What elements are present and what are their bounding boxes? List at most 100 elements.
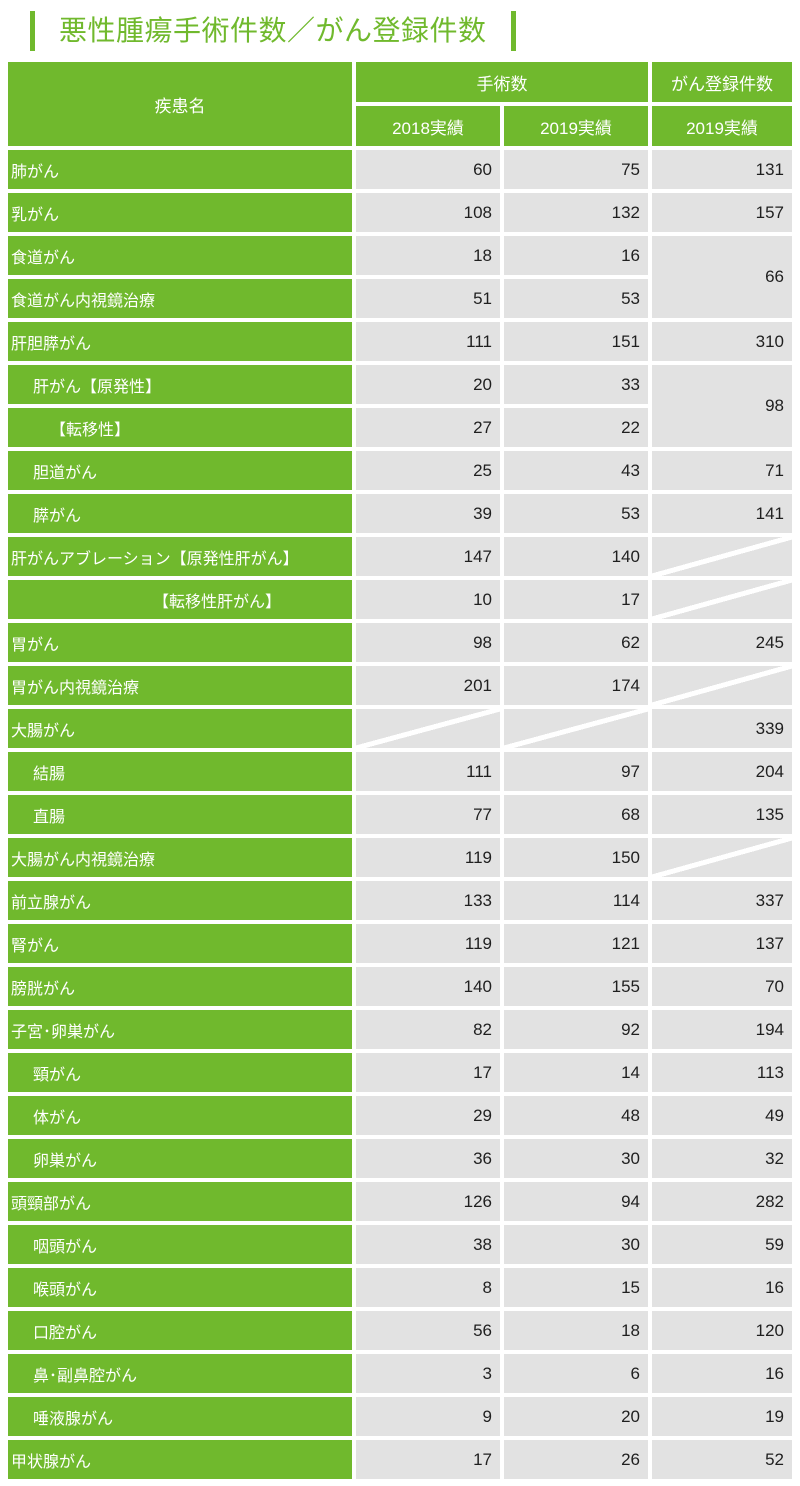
surgery-2018-cell: 36 [356, 1139, 500, 1178]
surgery-2018-cell: 17 [356, 1440, 500, 1479]
surgery-2019-cell: 22 [504, 408, 648, 447]
disease-name-cell: 【転移性】 [8, 408, 352, 447]
registration-2019-cell: 19 [652, 1397, 792, 1436]
col-header-surgery-2018: 2018実績 [356, 106, 500, 146]
table-row: 子宮･卵巣がん 82 92 194 [8, 1010, 792, 1049]
registration-2019-cell: 113 [652, 1053, 792, 1092]
surgery-2019-cell: 114 [504, 881, 648, 920]
page-title-block: 悪性腫瘍手術件数／がん登録件数 [30, 9, 800, 53]
disease-name-cell: 咽頭がん [8, 1225, 352, 1264]
surgery-2018-cell: 3 [356, 1354, 500, 1393]
surgery-2019-cell: 20 [504, 1397, 648, 1436]
surgery-2019-cell: 68 [504, 795, 648, 834]
header-row-groups: 疾患名 手術数 がん登録件数 [8, 62, 792, 146]
surgery-2018-cell: 39 [356, 494, 500, 533]
col-header-registration-group: がん登録件数 [652, 62, 792, 102]
table-row: 乳がん 108 132 157 [8, 193, 792, 232]
disease-name-cell: 口腔がん [8, 1311, 352, 1350]
surgery-2018-cell: 27 [356, 408, 500, 447]
disease-name-cell: 腎がん [8, 924, 352, 963]
surgery-2019-cell: 43 [504, 451, 648, 490]
registration-2019-cell: 70 [652, 967, 792, 1006]
table-row: 肝胆膵がん 111 151 310 [8, 322, 792, 361]
disease-name-cell: 鼻･副鼻腔がん [8, 1354, 352, 1393]
disease-name-cell: 食道がん内視鏡治療 [8, 279, 352, 318]
surgery-2018-cell: 126 [356, 1182, 500, 1221]
surgery-2019-cell: 53 [504, 279, 648, 318]
surgery-2018-cell: 77 [356, 795, 500, 834]
registration-2019-cell: 131 [652, 150, 792, 189]
surgery-2019-cell: 26 [504, 1440, 648, 1479]
surgery-2019-cell: 48 [504, 1096, 648, 1135]
no-data-slash-cell [652, 838, 792, 877]
disease-name-cell: 喉頭がん [8, 1268, 352, 1307]
table-row: 腎がん 119 121 137 [8, 924, 792, 963]
no-data-slash-cell [652, 666, 792, 705]
table-row: 食道がん 18 16 66 [8, 236, 792, 318]
surgery-2019-cell: 15 [504, 1268, 648, 1307]
no-data-slash-cell [652, 537, 792, 576]
surgery-2018-cell: 111 [356, 752, 500, 791]
surgery-2018-cell: 38 [356, 1225, 500, 1264]
disease-name-cell: 大腸がん内視鏡治療 [8, 838, 352, 877]
surgery-2018-cell: 133 [356, 881, 500, 920]
col-header-surgery-group: 手術数 [356, 62, 648, 102]
surgery-2019-cell: 174 [504, 666, 648, 705]
disease-name-cell: 胃がん内視鏡治療 [8, 666, 352, 705]
table-row: 【転移性】 27 22 [8, 408, 792, 447]
table-row: 卵巣がん 36 30 32 [8, 1139, 792, 1178]
registration-2019-cell: 137 [652, 924, 792, 963]
disease-name-cell: 結腸 [8, 752, 352, 791]
surgery-2018-cell: 111 [356, 322, 500, 361]
col-header-disease: 疾患名 [8, 62, 352, 146]
registration-2019-cell: 98 [652, 365, 792, 447]
surgery-2019-cell: 140 [504, 537, 648, 576]
surgery-2019-cell: 6 [504, 1354, 648, 1393]
registration-2019-cell: 157 [652, 193, 792, 232]
disease-name-cell: 肝胆膵がん [8, 322, 352, 361]
table-row: 胆道がん 25 43 71 [8, 451, 792, 490]
registration-2019-cell: 194 [652, 1010, 792, 1049]
surgery-registration-table: 疾患名 手術数 がん登録件数 2018実績 2019実績 2019実績 肺がん 6… [4, 58, 796, 1483]
page-title: 悪性腫瘍手術件数／がん登録件数 [59, 14, 487, 46]
registration-2019-cell: 135 [652, 795, 792, 834]
surgery-2019-cell: 17 [504, 580, 648, 619]
table-row: 肺がん 60 75 131 [8, 150, 792, 189]
disease-name-cell: 膵がん [8, 494, 352, 533]
table-row: 胃がん内視鏡治療 201 174 [8, 666, 792, 705]
disease-name-cell: 頭頸部がん [8, 1182, 352, 1221]
no-data-slash-cell [652, 580, 792, 619]
surgery-2019-cell: 150 [504, 838, 648, 877]
surgery-2018-cell: 17 [356, 1053, 500, 1092]
disease-name-cell: 甲状腺がん [8, 1440, 352, 1479]
surgery-2019-cell: 16 [504, 236, 648, 275]
table-row: 大腸がん内視鏡治療 119 150 [8, 838, 792, 877]
surgery-2019-cell: 53 [504, 494, 648, 533]
surgery-2019-cell: 30 [504, 1225, 648, 1264]
table-row: 唾液腺がん 9 20 19 [8, 1397, 792, 1436]
surgery-2018-cell: 119 [356, 924, 500, 963]
surgery-2018-cell: 51 [356, 279, 500, 318]
disease-name-cell: 食道がん [8, 236, 352, 275]
surgery-2019-cell: 75 [504, 150, 648, 189]
disease-name-cell: 【転移性肝がん】 [8, 580, 352, 619]
surgery-2018-cell: 10 [356, 580, 500, 619]
surgery-2018-cell: 60 [356, 150, 500, 189]
disease-name-cell: 肺がん [8, 150, 352, 189]
table-row: 口腔がん 56 18 120 [8, 1311, 792, 1350]
registration-2019-cell: 16 [652, 1354, 792, 1393]
col-header-surgery-2019: 2019実績 [504, 106, 648, 146]
disease-name-cell: 唾液腺がん [8, 1397, 352, 1436]
registration-2019-cell: 337 [652, 881, 792, 920]
registration-2019-cell: 52 [652, 1440, 792, 1479]
table-row: 頭頸部がん 126 94 282 [8, 1182, 792, 1221]
registration-2019-cell: 204 [652, 752, 792, 791]
table-row: 咽頭がん 38 30 59 [8, 1225, 792, 1264]
surgery-2018-cell: 18 [356, 236, 500, 275]
disease-name-cell: 胆道がん [8, 451, 352, 490]
col-header-registration-2019: 2019実績 [652, 106, 792, 146]
registration-2019-cell: 49 [652, 1096, 792, 1135]
table-row: 膀胱がん 140 155 70 [8, 967, 792, 1006]
surgery-2018-cell: 29 [356, 1096, 500, 1135]
surgery-2019-cell: 62 [504, 623, 648, 662]
